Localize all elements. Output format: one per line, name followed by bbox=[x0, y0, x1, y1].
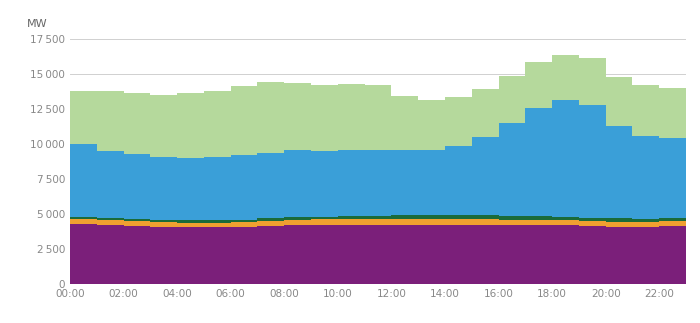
Text: MW: MW bbox=[27, 19, 48, 29]
